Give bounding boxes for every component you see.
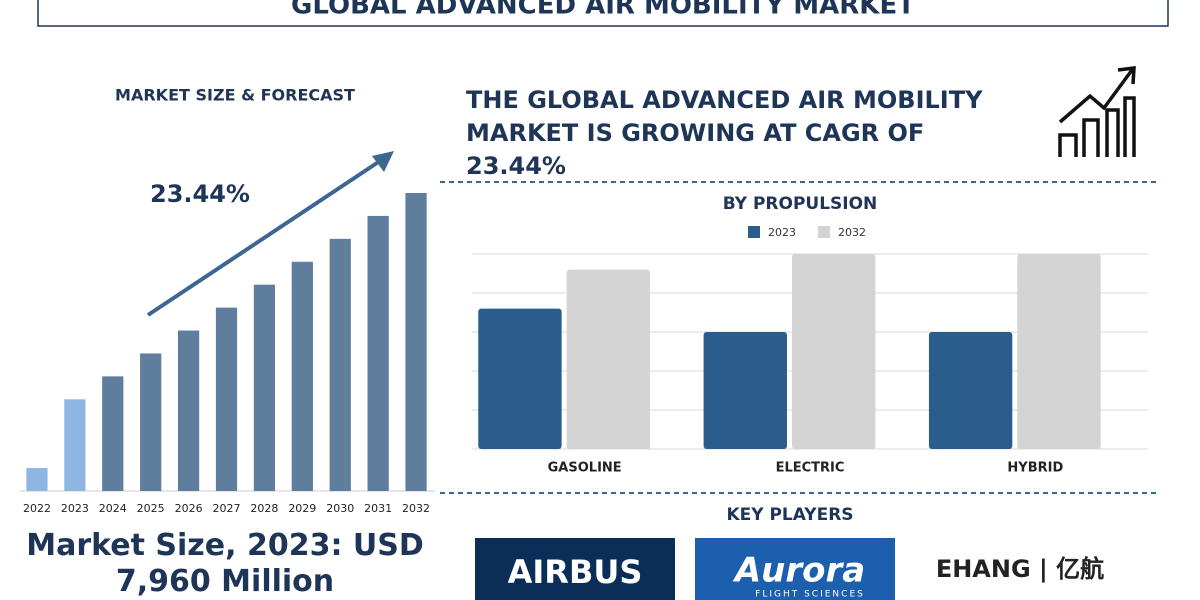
page-title: GLOBAL ADVANCED AIR MOBILITY MARKET [291, 0, 915, 21]
x-tick-label: GASOLINE [548, 461, 622, 476]
bar [367, 215, 389, 492]
bar [177, 330, 200, 491]
bar [405, 192, 427, 491]
x-tick-label: 2023 [61, 502, 89, 515]
x-tick-label: 2028 [250, 502, 278, 515]
x-tick-label: HYBRID [1007, 461, 1063, 476]
bar [215, 307, 238, 491]
bar [253, 284, 276, 491]
x-tick-label: 2026 [175, 502, 203, 515]
bar [102, 376, 124, 491]
title-box [37, 0, 1169, 27]
bar [140, 353, 162, 491]
x-tick-label: 2032 [402, 502, 430, 515]
trend-icon [1058, 66, 1136, 157]
logo-subtext: FLIGHT SCIENCES [755, 590, 865, 600]
market-size: Market Size, 2023: USD 7,960 Million [26, 528, 424, 599]
x-tick-label: ELECTRIC [776, 461, 845, 476]
logo: EHANG | 亿航 [936, 555, 1104, 583]
chart-title: MARKET SIZE & FORECAST [115, 86, 355, 105]
bar [329, 238, 351, 491]
bar [928, 332, 1013, 449]
cagr-annotation: 23.44% [150, 180, 250, 208]
legend-label: 2023 [768, 226, 796, 239]
x-tick-label: 2024 [99, 502, 127, 515]
legend-label: 2032 [838, 226, 866, 239]
logo-box [695, 538, 895, 600]
bar [1017, 254, 1101, 449]
headline: THE GLOBAL ADVANCED AIR MOBILITY MARKET … [466, 86, 983, 180]
bar [566, 269, 651, 449]
x-tick-label: 2029 [288, 502, 316, 515]
bar [478, 308, 562, 449]
x-tick-label: 2027 [213, 502, 241, 515]
bar [64, 399, 86, 491]
bar [703, 332, 787, 449]
logo: Aurora [732, 551, 865, 591]
logo: AIRBUS [508, 553, 643, 591]
legend-swatch [748, 226, 760, 238]
growth-arrow [146, 155, 388, 317]
section-title: KEY PLAYERS [726, 505, 853, 525]
x-tick-label: 2031 [364, 502, 392, 515]
logo-box [475, 538, 675, 600]
x-tick-label: 2025 [137, 502, 165, 515]
x-tick-label: 2022 [23, 502, 51, 515]
legend-swatch [818, 226, 830, 238]
chart-title: BY PROPULSION [723, 194, 878, 214]
x-tick-label: 2030 [326, 502, 354, 515]
bar [791, 254, 876, 449]
bar [26, 468, 48, 491]
arrow-head [372, 151, 394, 172]
bar [291, 261, 313, 491]
